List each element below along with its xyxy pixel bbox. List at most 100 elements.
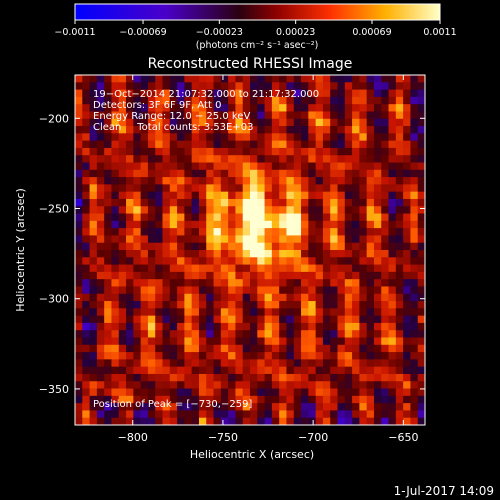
- heatmap-cell: [198, 184, 207, 193]
- heatmap-cell: [96, 126, 105, 134]
- heatmap-cell: [352, 322, 360, 331]
- heatmap-cell: [250, 271, 258, 280]
- heatmap-cell: [344, 330, 353, 338]
- heatmap-cell: [359, 133, 368, 142]
- heatmap-cell: [213, 140, 222, 149]
- heatmap-cell: [417, 104, 425, 112]
- heatmap-cell: [140, 293, 149, 302]
- heatmap-cell: [206, 286, 214, 295]
- heatmap-cell: [417, 395, 425, 404]
- heatmap-cell: [126, 235, 134, 244]
- heatmap-cell: [213, 352, 222, 360]
- heatmap-cell: [315, 96, 324, 105]
- heatmap-cell: [359, 279, 368, 287]
- heatmap-cell: [337, 359, 346, 368]
- heatmap-cell: [344, 140, 353, 149]
- heatmap-cell: [220, 315, 229, 324]
- heatmap-cell: [271, 381, 280, 389]
- heatmap-cell: [206, 388, 214, 397]
- heatmap-cell: [344, 147, 353, 156]
- heatmap-cell: [177, 366, 185, 375]
- heatmap-cell: [155, 410, 163, 419]
- heatmap-cell: [395, 235, 404, 244]
- heatmap-cell: [220, 184, 229, 193]
- heatmap-cell: [257, 213, 265, 222]
- heatmap-cell: [293, 169, 302, 178]
- heatmap-cell: [359, 381, 368, 389]
- heatmap-cell: [315, 257, 324, 265]
- heatmap-cell: [133, 235, 142, 244]
- heatmap-cell: [75, 111, 83, 120]
- heatmap-cell: [395, 264, 404, 273]
- heatmap-cell: [315, 118, 324, 127]
- heatmap-cell: [235, 104, 244, 112]
- heatmap-cell: [410, 213, 419, 222]
- heatmap-cell: [366, 111, 375, 120]
- heatmap-cell: [257, 279, 265, 287]
- heatmap-cell: [315, 140, 324, 149]
- heatmap-cell: [213, 162, 222, 171]
- heatmap-cell: [126, 155, 134, 163]
- heatmap-cell: [388, 373, 397, 382]
- heatmap-cell: [403, 417, 411, 425]
- heatmap-cell: [213, 228, 222, 236]
- heatmap-cell: [213, 82, 222, 90]
- heatmap-cell: [293, 118, 302, 127]
- heatmap-cell: [155, 330, 163, 338]
- heatmap-cell: [301, 388, 309, 397]
- heatmap-cell: [220, 410, 229, 419]
- heatmap-cell: [191, 322, 200, 331]
- heatmap-cell: [359, 293, 368, 302]
- heatmap-cell: [286, 293, 295, 302]
- heatmap-cell: [126, 191, 134, 200]
- heatmap-cell: [89, 104, 98, 112]
- heatmap-cell: [293, 206, 302, 214]
- heatmap-cell: [250, 177, 258, 185]
- heatmap-cell: [257, 344, 265, 353]
- heatmap-cell: [293, 337, 302, 346]
- heatmap-cell: [286, 366, 295, 375]
- heatmap-cell: [388, 344, 397, 353]
- heatmap-cell: [104, 235, 112, 244]
- heatmap-cell: [75, 381, 83, 389]
- heatmap-cell: [410, 322, 419, 331]
- heatmap-cell: [147, 198, 156, 207]
- heatmap-cell: [301, 140, 309, 149]
- heatmap-cell: [315, 286, 324, 295]
- heatmap-cell: [286, 169, 295, 178]
- heatmap-cell: [206, 301, 214, 309]
- heatmap-cell: [352, 206, 360, 214]
- heatmap-cell: [228, 126, 236, 134]
- heatmap-cell: [126, 162, 134, 171]
- heatmap-cell: [352, 366, 360, 375]
- heatmap-cell: [147, 89, 156, 98]
- heatmap-cell: [286, 403, 295, 411]
- heatmap-cell: [235, 301, 244, 309]
- heatmap-cell: [220, 191, 229, 200]
- heatmap-cell: [96, 206, 105, 214]
- heatmap-cell: [191, 169, 200, 178]
- heatmap-cell: [301, 242, 309, 251]
- heatmap-cell: [242, 89, 251, 98]
- heatmap-cell: [264, 177, 273, 185]
- heatmap-cell: [75, 75, 83, 83]
- heatmap-cell: [322, 271, 331, 280]
- heatmap-cell: [395, 359, 404, 368]
- heatmap-cell: [133, 82, 142, 90]
- heatmap-cell: [82, 82, 90, 90]
- heatmap-cell: [177, 75, 185, 83]
- heatmap-cell: [228, 162, 236, 171]
- heatmap-cell: [395, 162, 404, 171]
- heatmap-cell: [89, 301, 98, 309]
- heatmap-cell: [126, 344, 134, 353]
- heatmap-cell: [271, 220, 280, 229]
- heatmap-cell: [140, 417, 149, 425]
- heatmap-cell: [133, 388, 142, 397]
- heatmap-cell: [410, 155, 419, 163]
- heatmap-cell: [322, 417, 331, 425]
- heatmap-cell: [213, 235, 222, 244]
- heatmap-cell: [279, 373, 287, 382]
- heatmap-cell: [220, 118, 229, 127]
- heatmap-cell: [220, 155, 229, 163]
- heatmap-cell: [177, 286, 185, 295]
